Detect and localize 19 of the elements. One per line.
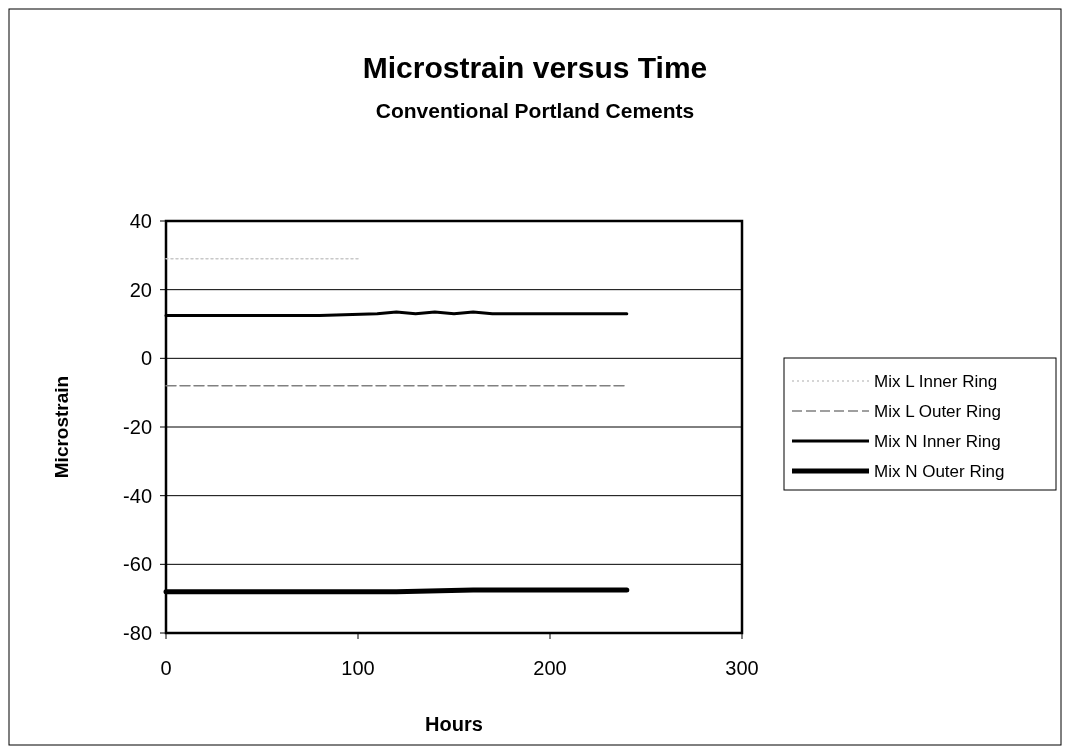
y-axis-title: Microstrain	[51, 375, 72, 479]
y-tick-label: -20	[123, 416, 152, 438]
legend-label: Mix L Outer Ring	[874, 401, 1001, 421]
x-tick-label: 300	[725, 657, 759, 679]
chart-title: Microstrain versus Time	[362, 51, 708, 84]
y-tick-label: -80	[123, 622, 152, 644]
y-tick-label: 20	[129, 278, 152, 301]
x-tick-label: 100	[341, 657, 375, 679]
chart-subtitle: Conventional Portland Cements	[375, 99, 695, 122]
y-tick-label: -60	[123, 553, 152, 576]
legend-label: Mix L Inner Ring	[874, 371, 998, 391]
y-tick-label: 0	[140, 347, 152, 370]
legend-label: Mix N Outer Ring	[874, 461, 1005, 481]
x-tick-label: 0	[160, 657, 172, 679]
y-tick-label: -40	[123, 484, 152, 507]
y-tick-label: 40	[129, 210, 152, 232]
x-tick-label: 200	[533, 657, 567, 679]
legend-label: Mix N Inner Ring	[874, 431, 1001, 451]
x-axis-title: Hours	[425, 713, 483, 735]
